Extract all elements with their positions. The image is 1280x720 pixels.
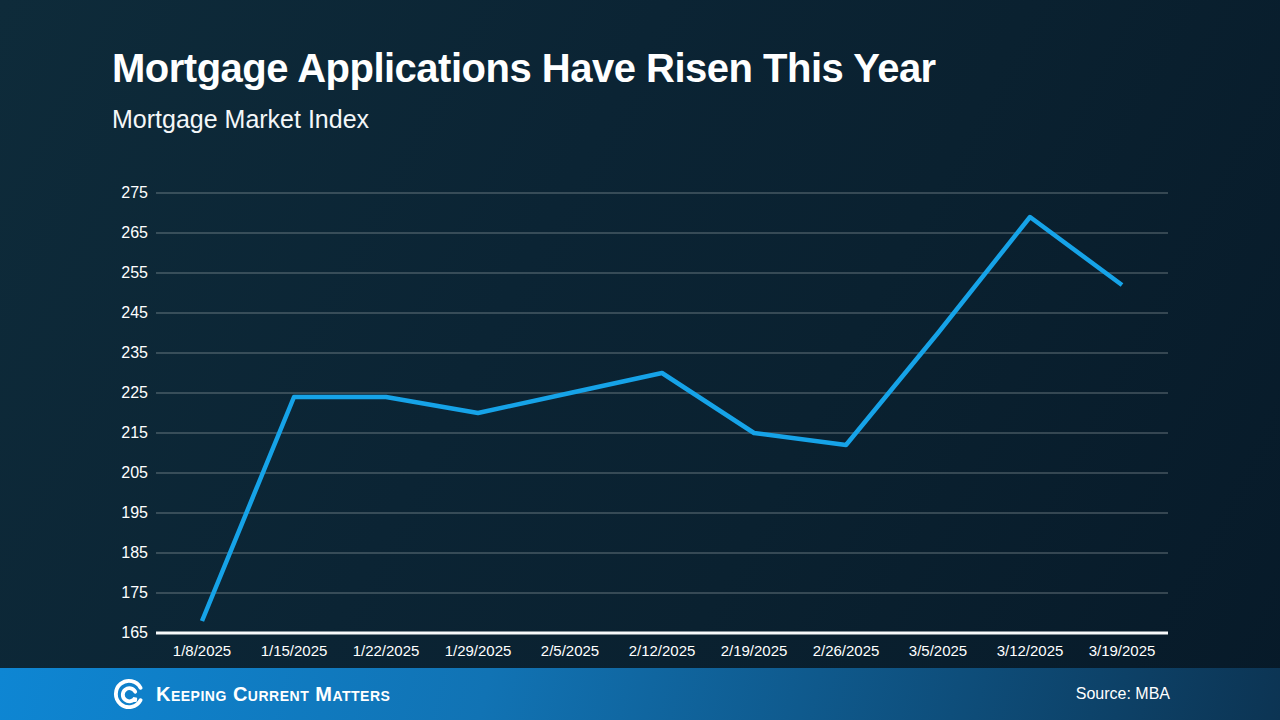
series-line (202, 217, 1122, 621)
x-tick-label: 1/8/2025 (173, 642, 231, 659)
line-chart: 165 175 185 195 205 215 225 235 245 255 265 275 1/8/… (0, 0, 1280, 720)
x-tick-label: 1/22/2025 (353, 642, 420, 659)
x-tick-label: 2/19/2025 (721, 642, 788, 659)
kcm-logo-icon (112, 677, 146, 711)
y-tick-label: 205 (121, 464, 148, 481)
slide: Mortgage Applications Have Risen This Ye… (0, 0, 1280, 720)
source-label: Source: MBA (1076, 685, 1170, 703)
x-tick-label: 3/19/2025 (1089, 642, 1156, 659)
brand-name: Keeping Current Matters (156, 683, 390, 706)
x-tick-label: 3/5/2025 (909, 642, 967, 659)
x-tick-label: 2/26/2025 (813, 642, 880, 659)
y-tick-label: 275 (121, 184, 148, 201)
x-tick-label: 1/15/2025 (261, 642, 328, 659)
y-tick-label: 245 (121, 304, 148, 321)
y-tick-label: 185 (121, 544, 148, 561)
brand-lockup: Keeping Current Matters (112, 677, 390, 711)
y-tick-label: 225 (121, 384, 148, 401)
y-tick-label: 195 (121, 504, 148, 521)
y-tick-label: 235 (121, 344, 148, 361)
x-tick-label: 2/12/2025 (629, 642, 696, 659)
y-tick-label: 215 (121, 424, 148, 441)
y-tick-label: 255 (121, 264, 148, 281)
x-tick-label: 3/12/2025 (997, 642, 1064, 659)
y-tick-label: 265 (121, 224, 148, 241)
footer-bar: Keeping Current Matters Source: MBA (0, 668, 1280, 720)
x-tick-label: 1/29/2025 (445, 642, 512, 659)
x-tick-label: 2/5/2025 (541, 642, 599, 659)
y-tick-label: 175 (121, 584, 148, 601)
y-tick-label: 165 (121, 624, 148, 641)
